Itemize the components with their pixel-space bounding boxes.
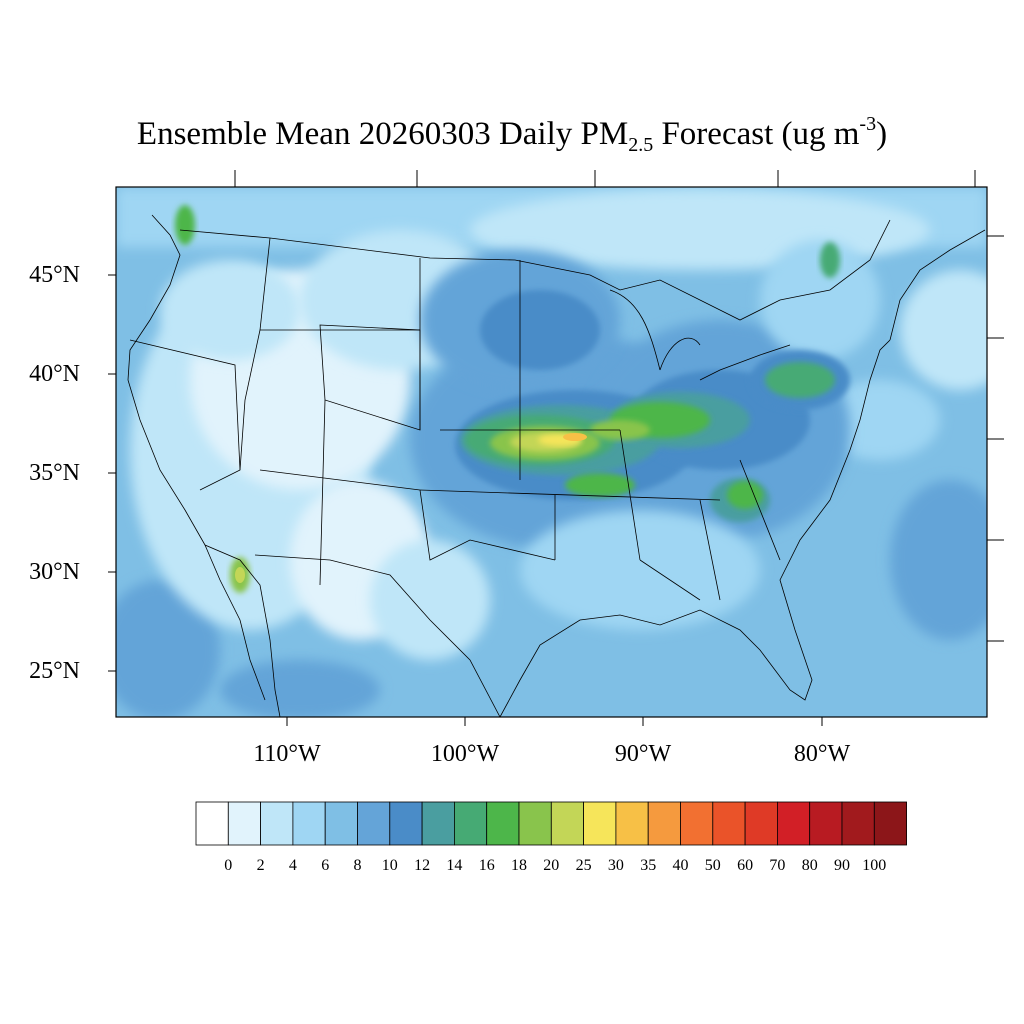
colorbar-swatch [841,801,875,846]
tick-marks [108,170,1004,726]
colorbar-tick-label: 30 [607,857,624,874]
title-suffix: ) [876,116,888,152]
colorbar-swatch [227,801,262,846]
colorbar-swatch [809,801,843,846]
colorbar-tick-label: 12 [414,857,431,874]
title-prefix: Ensemble Mean 20260303 Daily PM [136,116,629,152]
colorbar-swatch [744,801,778,846]
colorbar-tick-label: 40 [672,857,689,874]
colorbar [195,801,907,846]
colorbar-tick-label: 60 [737,857,754,874]
title-middle: Forecast (ug m [653,116,860,152]
colorbar-swatch [324,801,358,846]
lon-label-100w: 100°W [430,741,500,767]
colorbar-swatch [583,801,617,846]
colorbar-swatch [873,801,907,846]
title-superscript: -3 [859,113,877,135]
colorbar-tick-label: 4 [288,857,297,874]
colorbar-swatch [680,801,714,846]
colorbar-tick-label: 0 [224,857,233,874]
colorbar-swatch [712,801,746,846]
concentration-field [116,187,987,717]
colorbar-tick-label: 100 [862,857,887,874]
colorbar-tick-label: 18 [511,857,527,874]
colorbar-tick-label: 16 [478,857,495,874]
colorbar-tick-label: 70 [769,857,786,874]
colorbar-swatch [421,801,455,846]
lon-label-110w: 110°W [253,741,321,767]
map-frame [115,186,988,718]
colorbar-tick-label: 35 [640,857,657,874]
lat-label-45: 45°N [29,262,80,288]
colorbar-swatch [777,801,811,846]
lat-label-40: 40°N [29,361,80,387]
colorbar-swatch [292,801,326,846]
colorbar-swatch [486,801,520,846]
title-subscript: 2.5 [628,134,654,156]
colorbar-swatch [550,801,584,846]
colorbar-swatch [260,801,294,846]
map-title: Ensemble Mean 20260303 Daily PM2.5 Forec… [0,112,1024,156]
colorbar-swatch [647,801,681,846]
colorbar-tick-label: 14 [446,857,463,874]
colorbar-swatch [389,801,423,846]
colorbar-tick-label: 90 [834,857,850,874]
colorbar-swatch [195,801,229,846]
boundaries [127,214,986,717]
colorbar-tick-label: 10 [381,857,398,874]
lon-label-90w: 90°W [614,741,672,767]
colorbar-tick-label: 25 [575,857,592,874]
lat-label-35: 35°N [29,460,80,486]
lon-label-80w: 80°W [793,741,851,767]
colorbar-tick-label: 50 [704,857,721,874]
colorbar-tick-label: 6 [321,857,330,874]
colorbar-tick-label: 8 [353,857,362,874]
colorbar-swatch [453,801,488,846]
lat-label-25: 25°N [29,658,80,684]
colorbar-swatch [615,801,649,846]
colorbar-tick-label: 20 [543,857,560,874]
lat-label-30: 30°N [29,559,80,585]
colorbar-swatch [518,801,552,846]
colorbar-tick-label: 2 [256,857,265,874]
colorbar-tick-label: 80 [801,857,818,874]
colorbar-swatch [357,801,391,846]
